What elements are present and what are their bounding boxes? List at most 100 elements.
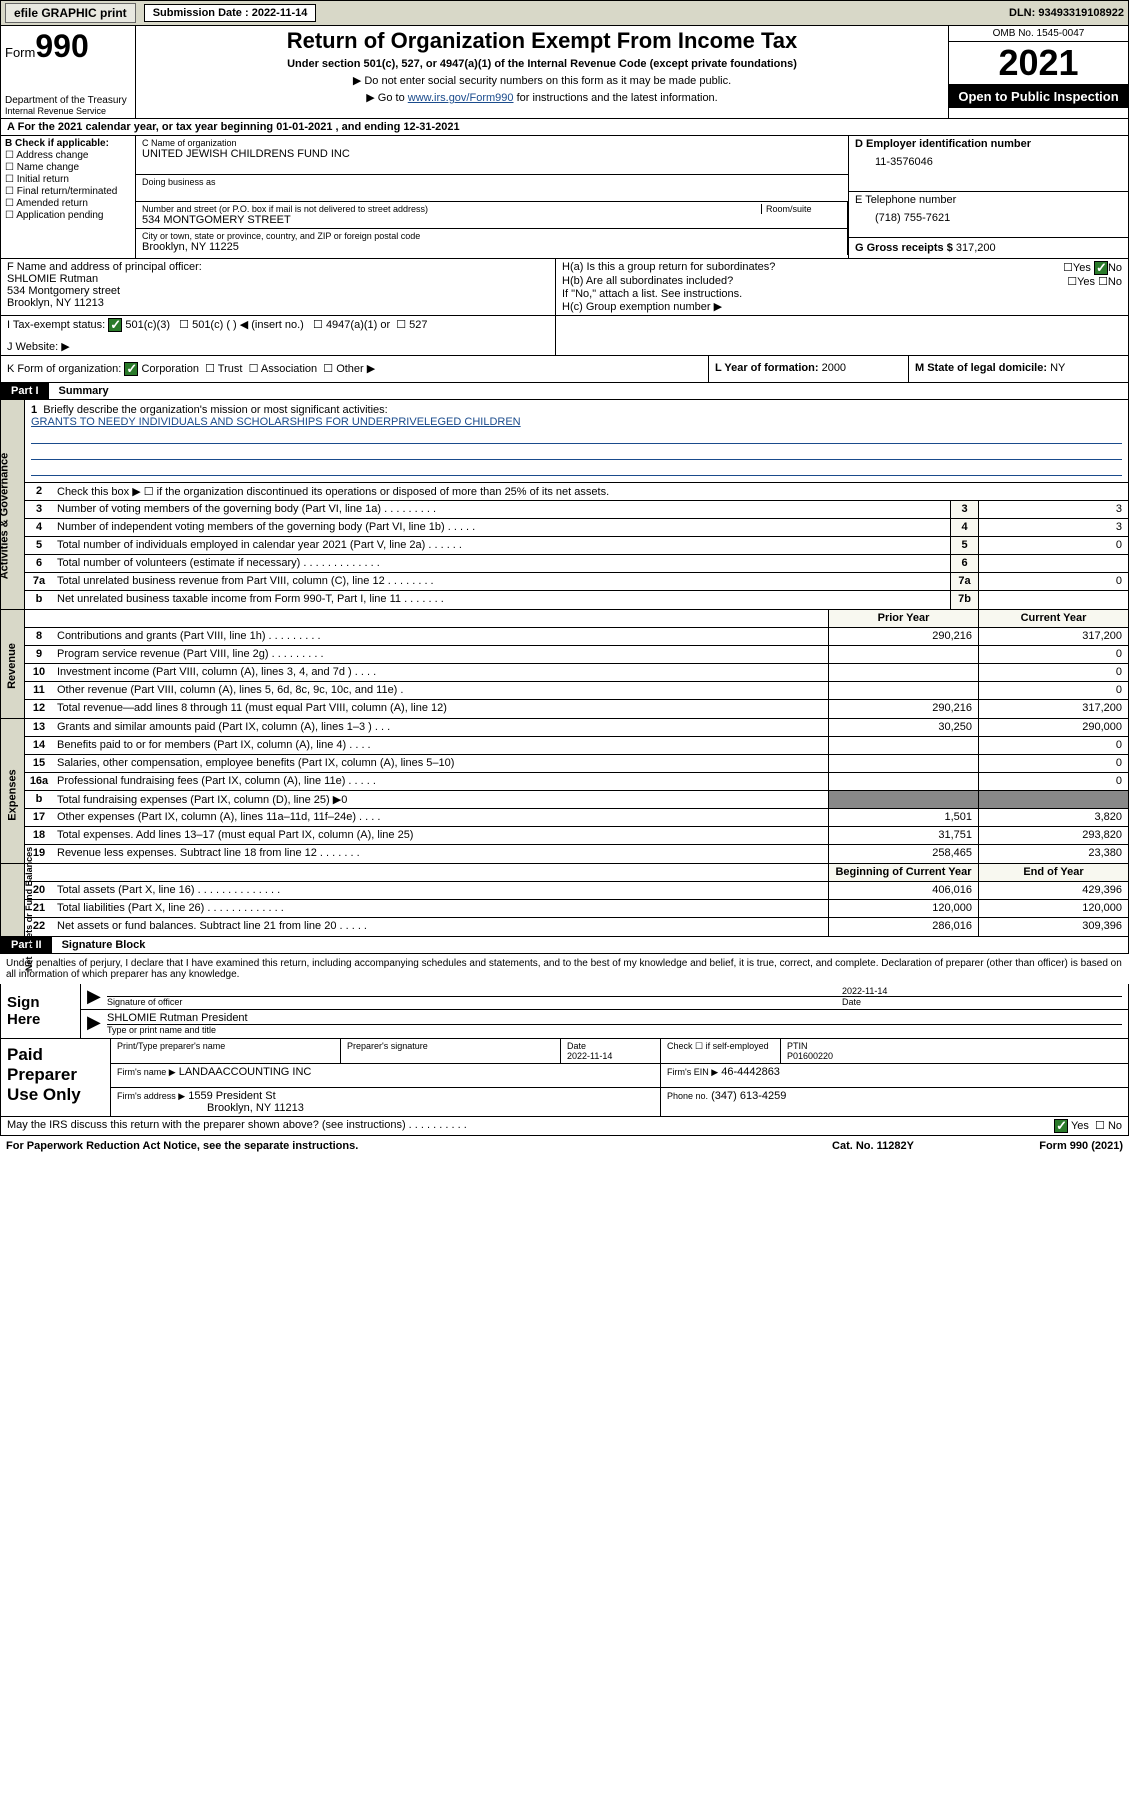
sign-here-label: Sign Here [1, 984, 81, 1038]
ein-label: D Employer identification number [855, 138, 1031, 150]
section-h: H(a) Is this a group return for subordin… [556, 259, 1128, 315]
chk-name-change[interactable]: ☐ Name change [5, 162, 131, 173]
prep-sig-hdr: Preparer's signature [341, 1039, 561, 1063]
table-row: 20Total assets (Part X, line 16) . . . .… [25, 882, 1128, 900]
table-row: 9Program service revenue (Part VIII, lin… [25, 646, 1128, 664]
section-b-to-g: B Check if applicable: ☐ Address change … [0, 136, 1129, 259]
table-row: 5Total number of individuals employed in… [25, 537, 1128, 555]
hc-label: H(c) Group exemption number ▶ [562, 300, 1122, 313]
chk-app-pending[interactable]: ☐ Application pending [5, 210, 131, 221]
ha-answer: ☐Yes No [1063, 261, 1122, 275]
firm-ein: 46-4442863 [721, 1066, 780, 1078]
instructions-link[interactable]: www.irs.gov/Form990 [408, 92, 514, 104]
table-row: 6Total number of volunteers (estimate if… [25, 555, 1128, 573]
table-row: 22Net assets or fund balances. Subtract … [25, 918, 1128, 936]
paperwork-notice: For Paperwork Reduction Act Notice, see … [6, 1140, 773, 1152]
hb-label: H(b) Are all subordinates included? [562, 275, 1067, 288]
firm-name: LANDAACCOUNTING INC [179, 1066, 312, 1078]
firm-phone: (347) 613-4259 [711, 1090, 786, 1102]
dept-treasury: Department of the Treasury [5, 95, 131, 106]
form-number: 990 [35, 28, 88, 64]
form-label: Form [5, 45, 35, 60]
ha-label: H(a) Is this a group return for subordin… [562, 261, 1063, 275]
firm-addr: 1559 President St [188, 1090, 275, 1102]
table-row: 7aTotal unrelated business revenue from … [25, 573, 1128, 591]
table-row: 19Revenue less expenses. Subtract line 1… [25, 845, 1128, 863]
section-k: K Form of organization: Corporation ☐ Tr… [1, 356, 708, 382]
dln: DLN: 93493319108922 [1009, 7, 1124, 19]
hdr-prior-year: Prior Year [828, 610, 978, 627]
table-row: 8Contributions and grants (Part VIII, li… [25, 628, 1128, 646]
section-b: B Check if applicable: ☐ Address change … [1, 136, 136, 258]
table-row: bTotal fundraising expenses (Part IX, co… [25, 791, 1128, 809]
officer-addr1: 534 Montgomery street [7, 285, 549, 297]
form-page: Form 990 (2021) [973, 1140, 1123, 1152]
section-f: F Name and address of principal officer:… [1, 259, 556, 315]
tel-label: E Telephone number [855, 194, 956, 206]
prep-date-hdr: Date2022-11-14 [561, 1039, 661, 1063]
section-m: M State of legal domicile: NY [908, 356, 1128, 382]
section-l: L Year of formation: 2000 [708, 356, 908, 382]
cat-no: Cat. No. 11282Y [773, 1140, 973, 1152]
table-row: 12Total revenue—add lines 8 through 11 (… [25, 700, 1128, 718]
tax-year: 2021 [949, 42, 1128, 85]
prep-ptin: PTINP01600220 [781, 1039, 1128, 1063]
ein-value: 11-3576046 [875, 156, 1122, 168]
firm-city: Brooklyn, NY 11213 [207, 1102, 654, 1114]
side-exp: Expenses [1, 719, 25, 863]
mission-text: GRANTS TO NEEDY INDIVIDUALS AND SCHOLARS… [31, 416, 1122, 428]
website-row: J Website: ▶ [7, 340, 549, 353]
chk-final-return[interactable]: ☐ Final return/terminated [5, 186, 131, 197]
part2-header: Part II Signature Block [0, 937, 1129, 954]
form-header: Form990 Department of the Treasury Inter… [0, 26, 1129, 119]
form-subtitle: Under section 501(c), 527, or 4947(a)(1)… [144, 58, 940, 70]
tel-value: (718) 755-7621 [875, 212, 1122, 224]
submission-date: Submission Date : 2022-11-14 [144, 4, 317, 22]
discuss-row: May the IRS discuss this return with the… [0, 1117, 1129, 1136]
chk-address-change[interactable]: ☐ Address change [5, 150, 131, 161]
paid-preparer-block: Paid Preparer Use Only Print/Type prepar… [0, 1039, 1129, 1117]
side-gov: Activities & Governance [1, 400, 25, 609]
street-value: 534 MONTGOMERY STREET [142, 214, 841, 226]
prep-self-emp: Check ☐ if self-employed [661, 1039, 781, 1063]
activities-governance: Activities & Governance 1 Briefly descri… [0, 400, 1129, 610]
part1-header: Part I Summary [0, 383, 1129, 400]
chk-amended[interactable]: ☐ Amended return [5, 198, 131, 209]
hdr-end-year: End of Year [978, 864, 1128, 881]
footer-line: For Paperwork Reduction Act Notice, see … [0, 1136, 1129, 1156]
officer-name: SHLOMIE Rutman [7, 273, 549, 285]
section-f-h: F Name and address of principal officer:… [0, 259, 1129, 316]
net-assets-section: Net Assets or Fund Balances Beginning of… [0, 864, 1129, 937]
city-label: City or town, state or province, country… [142, 231, 841, 241]
omb-number: OMB No. 1545-0047 [949, 26, 1128, 42]
table-row: 18Total expenses. Add lines 13–17 (must … [25, 827, 1128, 845]
open-public-badge: Open to Public Inspection [949, 85, 1128, 108]
table-row: 14Benefits paid to or for members (Part … [25, 737, 1128, 755]
chk-corporation[interactable] [124, 362, 138, 376]
city-value: Brooklyn, NY 11225 [142, 241, 841, 253]
officer-addr2: Brooklyn, NY 11213 [7, 297, 549, 309]
sig-officer-label: Signature of officer [107, 996, 842, 1007]
form-title: Return of Organization Exempt From Incom… [144, 28, 940, 54]
table-row: 21Total liabilities (Part X, line 26) . … [25, 900, 1128, 918]
period-row: A For the 2021 calendar year, or tax yea… [0, 119, 1129, 136]
hdr-begin-year: Beginning of Current Year [828, 864, 978, 881]
chk-501c3[interactable] [108, 318, 122, 332]
room-label: Room/suite [761, 204, 841, 214]
table-row: bNet unrelated business taxable income f… [25, 591, 1128, 609]
section-c: C Name of organization UNITED JEWISH CHI… [136, 136, 848, 258]
sign-date: 2022-11-14 [842, 986, 1122, 996]
chk-discuss-yes[interactable] [1054, 1119, 1068, 1133]
officer-sig-name: SHLOMIE Rutman President [107, 1012, 1122, 1024]
top-bar: efile GRAPHIC print Submission Date : 20… [0, 0, 1129, 26]
gross-label: G Gross receipts $ [855, 242, 953, 254]
section-i-j: I Tax-exempt status: 501(c)(3) ☐ 501(c) … [0, 316, 1129, 356]
declaration-text: Under penalties of perjury, I declare th… [0, 954, 1129, 984]
table-row: 17Other expenses (Part IX, column (A), l… [25, 809, 1128, 827]
prep-name-hdr: Print/Type preparer's name [111, 1039, 341, 1063]
dba-label: Doing business as [142, 177, 842, 187]
chk-ha-no[interactable] [1094, 261, 1108, 275]
section-k-l-m: K Form of organization: Corporation ☐ Tr… [0, 356, 1129, 383]
chk-initial-return[interactable]: ☐ Initial return [5, 174, 131, 185]
efile-button[interactable]: efile GRAPHIC print [5, 3, 136, 23]
